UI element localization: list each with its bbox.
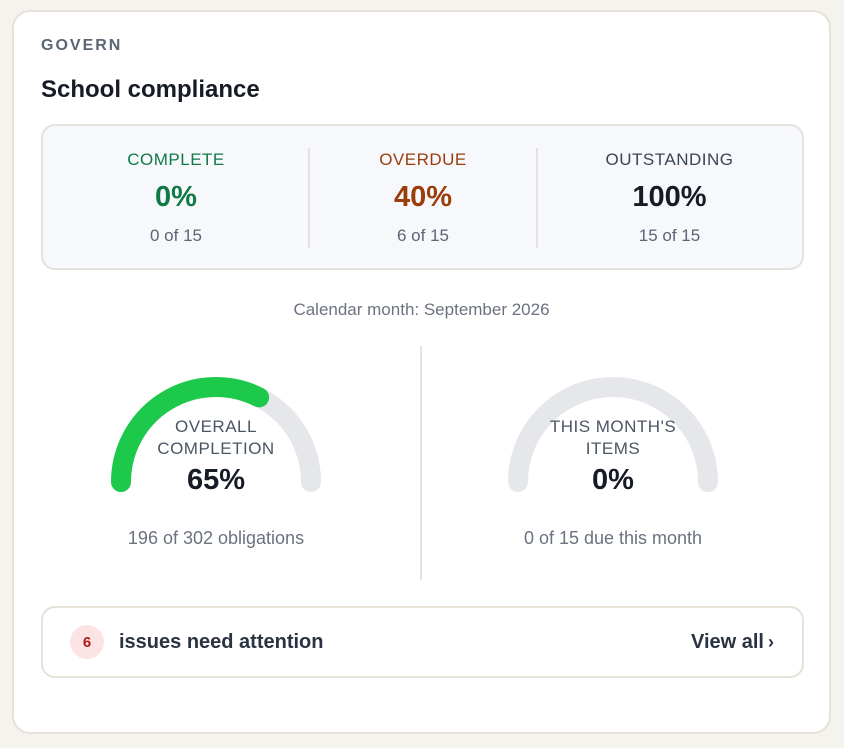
school-compliance-card: GOVERN School compliance COMPLETE 0% 0 o… — [12, 10, 831, 734]
stat-complete: COMPLETE 0% 0 of 15 — [43, 126, 309, 268]
stat-outstanding-value: 100% — [632, 181, 707, 213]
stat-overdue-value: 40% — [393, 181, 453, 213]
stats-summary: COMPLETE 0% 0 of 15 OVERDUE 40% 6 of 15 … — [41, 124, 804, 270]
attention-text: issues need attention — [119, 631, 324, 653]
view-all-link[interactable]: View all › — [691, 631, 774, 654]
issue-count-badge: 6 — [70, 625, 104, 659]
card-title: School compliance — [41, 76, 260, 103]
stat-divider — [308, 148, 310, 248]
stat-complete-value: 0% — [155, 181, 197, 213]
gauge-arc — [508, 377, 718, 492]
stat-overdue-count: 6 of 15 — [397, 226, 449, 245]
section-label: GOVERN — [41, 37, 123, 54]
view-all-label: View all — [690, 631, 764, 653]
stat-overdue-label: OVERDUE — [379, 150, 467, 169]
gauge-value: 65% — [186, 464, 246, 496]
stat-outstanding: OUTSTANDING 100% 15 of 15 — [537, 126, 802, 268]
stat-complete-count: 0 of 15 — [150, 226, 202, 245]
attention-banner[interactable]: 6 issues need attention View all › — [41, 606, 804, 678]
gauge-fill — [111, 377, 270, 492]
gauge-value: 0% — [592, 464, 634, 496]
month-items-sub: 0 of 15 due this month — [523, 528, 703, 548]
gauge-caption: OVERALL COMPLETION — [157, 417, 275, 458]
gauge-arc — [111, 377, 321, 492]
stat-outstanding-label: OUTSTANDING — [605, 150, 734, 169]
stat-divider — [536, 148, 538, 248]
gauge-track — [508, 377, 718, 492]
period-label: Calendar month: September 2026 — [293, 300, 550, 319]
gauge-caption: THIS MONTH'S ITEMS — [549, 417, 677, 458]
stat-complete-label: COMPLETE — [127, 150, 225, 169]
stat-outstanding-count: 15 of 15 — [638, 226, 701, 245]
chevron-right-icon: › — [768, 632, 774, 652]
month-items-gauge: THIS MONTH'S ITEMS 0% — [506, 372, 720, 502]
overall-completion-gauge: OVERALL COMPLETION 65% — [109, 372, 323, 502]
stat-overdue: OVERDUE 40% 6 of 15 — [309, 126, 537, 268]
overall-completion-sub: 196 of 302 obligations — [127, 528, 305, 548]
gauge-divider — [420, 346, 422, 580]
